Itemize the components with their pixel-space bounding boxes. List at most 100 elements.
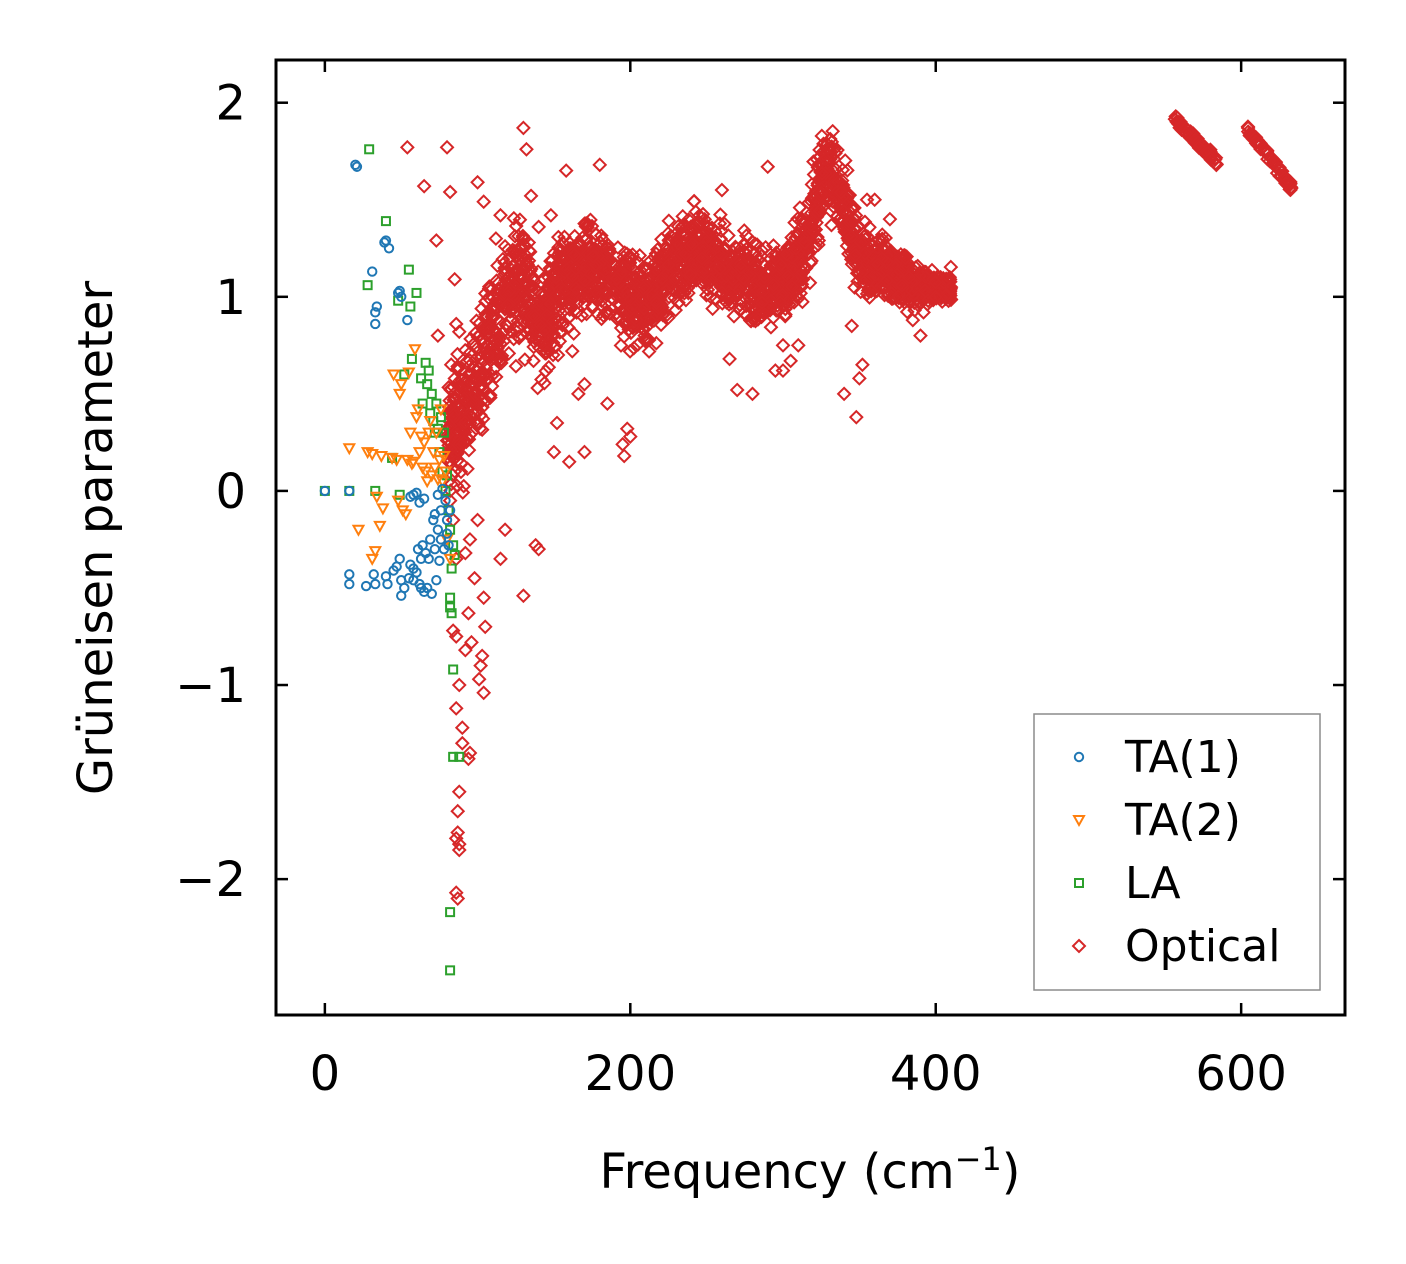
data-point: [456, 478, 472, 494]
data-point: [627, 296, 643, 312]
data-point: [594, 231, 610, 247]
data-point: [778, 307, 793, 322]
data-point: [442, 184, 458, 200]
data-point: [518, 248, 534, 263]
data-point: [628, 312, 644, 328]
data-point: [814, 128, 830, 144]
data-point: [836, 386, 852, 402]
data-point: [523, 261, 539, 277]
data-point: [717, 261, 733, 277]
data-point: [394, 489, 405, 500]
data-point: [1173, 114, 1188, 130]
data-point: [429, 543, 441, 555]
data-point: [625, 285, 641, 301]
data-point: [540, 341, 556, 357]
data-point: [495, 324, 511, 340]
data-point: [543, 207, 559, 223]
data-point: [777, 308, 793, 324]
legend-marker: [1072, 815, 1086, 828]
data-point: [477, 619, 493, 635]
data-point: [428, 462, 442, 475]
data-point: [864, 245, 879, 261]
x-tick-label: 400: [890, 1046, 982, 1102]
data-point: [457, 642, 473, 658]
data-point: [661, 213, 677, 229]
data-point: [469, 313, 484, 329]
data-point: [454, 720, 470, 736]
data-point: [804, 177, 820, 192]
data-point: [440, 427, 456, 443]
data-point: [844, 318, 860, 334]
data-point: [561, 454, 577, 470]
data-point: [851, 370, 867, 386]
data-point: [461, 605, 476, 621]
data-point: [644, 309, 660, 325]
data-point: [488, 231, 504, 246]
data-point: [399, 582, 410, 594]
data-point: [612, 275, 627, 291]
data-point: [841, 228, 856, 243]
data-point: [481, 290, 496, 306]
data-point: [435, 476, 450, 489]
data-point: [577, 376, 592, 392]
data-point: [438, 466, 453, 479]
data-point: [373, 520, 387, 533]
data-point: [641, 344, 657, 359]
data-point: [562, 302, 578, 318]
data-point: [445, 592, 456, 603]
data-point: [445, 602, 456, 613]
data-point: [531, 219, 547, 235]
data-point: [668, 233, 684, 249]
y-tick-label: 0: [215, 464, 246, 520]
data-point: [443, 441, 458, 457]
data-point: [788, 241, 804, 256]
data-point: [534, 372, 549, 387]
data-point: [480, 321, 496, 337]
data-point: [894, 278, 910, 294]
data-point: [636, 301, 652, 317]
data-point: [519, 297, 534, 313]
data-point: [806, 154, 821, 170]
data-point: [431, 474, 445, 487]
data-point: [399, 509, 413, 522]
data-point: [662, 251, 678, 267]
data-point: [457, 415, 473, 430]
data-point: [370, 491, 384, 504]
data-point: [792, 200, 808, 216]
data-point: [546, 444, 562, 460]
data-point: [422, 379, 433, 390]
data-point: [823, 203, 839, 219]
data-point: [826, 141, 842, 157]
data-point: [403, 427, 418, 440]
data-point: [622, 248, 638, 264]
data-point: [843, 213, 859, 229]
data-point: [685, 236, 700, 252]
data-markers: [319, 108, 1299, 976]
data-point: [760, 264, 776, 280]
data-point: [726, 308, 742, 324]
data-point: [678, 219, 694, 235]
data-point: [754, 295, 770, 310]
data-point: [733, 256, 749, 271]
data-point: [869, 253, 885, 269]
data-point: [448, 540, 459, 551]
data-point: [855, 357, 870, 373]
legend-entry: TA(1): [1073, 732, 1241, 783]
data-point: [818, 165, 833, 181]
data-point: [370, 307, 381, 318]
data-point: [857, 246, 873, 261]
data-point: [659, 240, 675, 256]
data-point: [889, 267, 905, 283]
data-point: [577, 273, 593, 289]
data-point: [456, 391, 472, 407]
data-point: [382, 578, 393, 590]
data-point: [660, 310, 676, 326]
data-point: [467, 368, 483, 384]
data-point: [712, 216, 728, 231]
data-point: [766, 238, 781, 253]
data-point: [810, 237, 826, 253]
data-point: [879, 273, 895, 288]
data-point: [470, 512, 485, 528]
data-point: [691, 214, 707, 230]
data-point: [536, 375, 552, 391]
